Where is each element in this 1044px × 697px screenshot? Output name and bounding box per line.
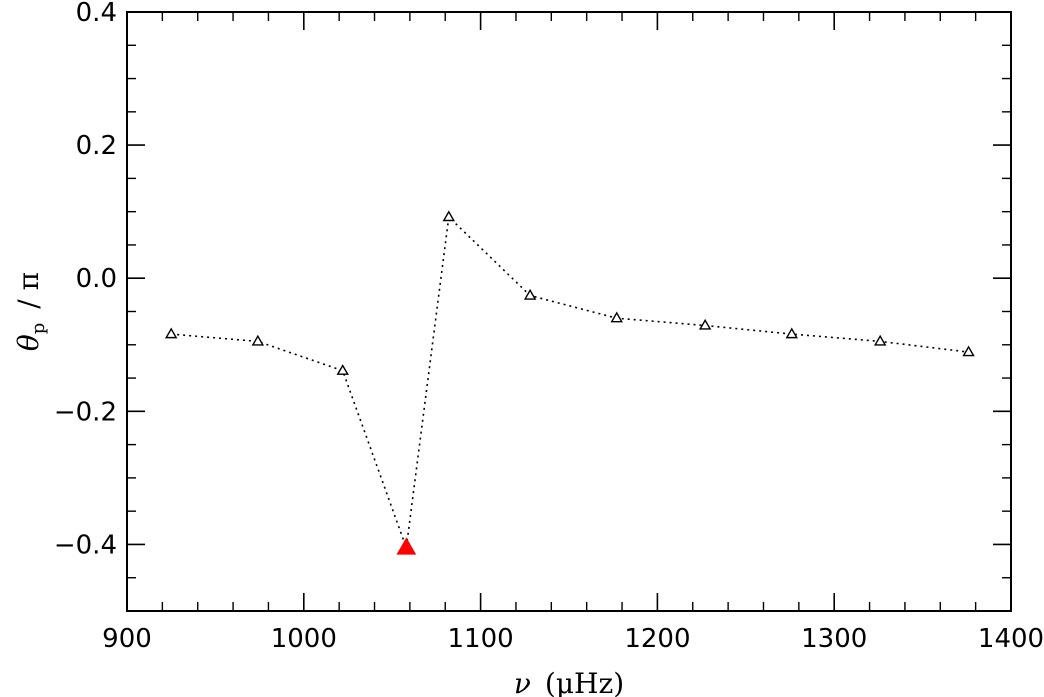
series-line	[171, 215, 969, 549]
y-axis-rest: / π	[12, 272, 45, 309]
data-point	[962, 345, 975, 357]
y-axis-subscript: p	[28, 323, 49, 335]
x-axis-unit: (μHz)	[545, 667, 624, 697]
y-axis-label: θp / π	[12, 272, 49, 351]
data-point	[442, 210, 455, 222]
x-tick-label: 1300	[801, 624, 867, 654]
x-tick-label: 1200	[624, 624, 690, 654]
data-point-highlighted	[396, 537, 417, 555]
y-tick-label: −0.2	[54, 397, 117, 427]
y-tick-label: −0.4	[54, 530, 117, 560]
x-axis-label: ν (μHz)	[514, 667, 624, 697]
data-point	[251, 334, 265, 346]
y-tick-label: 0.0	[76, 264, 117, 294]
data-point	[610, 311, 623, 323]
y-tick-label: 0.2	[76, 131, 117, 161]
data-point	[164, 327, 178, 339]
y-tick-label: 0.4	[76, 0, 117, 28]
y-axis-symbol: θ	[12, 334, 45, 351]
data-point	[698, 318, 712, 330]
data-point	[785, 327, 798, 339]
x-axis-symbol: ν	[514, 667, 531, 697]
data-point	[336, 364, 349, 375]
data-point	[523, 288, 537, 300]
x-tick-label: 900	[102, 624, 152, 654]
data-point	[873, 334, 887, 346]
x-tick-label: 1100	[448, 624, 514, 654]
x-tick-label: 1400	[978, 624, 1044, 654]
x-tick-label: 1000	[271, 624, 337, 654]
plot-frame	[126, 11, 1012, 612]
